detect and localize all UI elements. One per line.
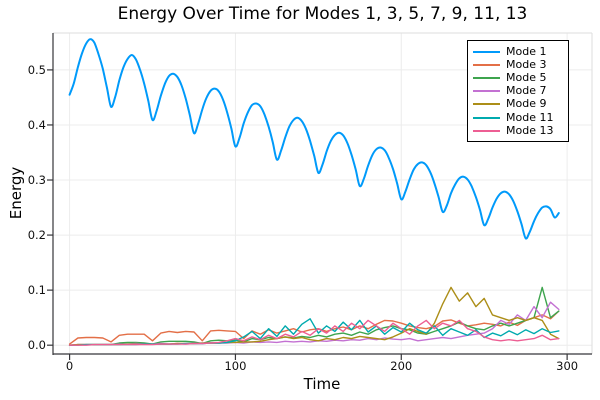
y-tick-label: 0.5: [27, 62, 46, 77]
y-tick-label: 0.0: [27, 338, 46, 353]
y-axis-label: Energy: [7, 166, 25, 220]
legend-swatch: [473, 50, 500, 53]
series-line-mode-3: [68, 310, 560, 345]
series-line-mode-13: [68, 319, 560, 346]
legend-item-mode-11: Mode 11: [473, 111, 564, 124]
x-tick-label: 100: [224, 359, 247, 373]
legend-item-mode-3: Mode 3: [473, 58, 564, 71]
y-tick-label: 0.1: [27, 283, 46, 298]
legend-swatch: [473, 129, 500, 132]
chart-title: Energy Over Time for Modes 1, 3, 5, 7, 9…: [117, 4, 528, 24]
legend-swatch: [473, 63, 500, 66]
x-axis-label: Time: [303, 375, 341, 393]
legend-item-mode-9: Mode 9: [473, 98, 564, 111]
y-tick-label: 0.3: [27, 173, 46, 187]
legend-label: Mode 3: [506, 57, 547, 71]
legend-label: Mode 11: [506, 110, 554, 124]
legend-swatch: [473, 90, 500, 93]
legend-swatch: [473, 103, 500, 106]
y-tick-label: 0.2: [27, 228, 46, 243]
legend-item-mode-5: Mode 5: [473, 71, 564, 84]
legend: Mode 1 Mode 3 Mode 5 Mode 7 Mode 9 Mode 11 Mod…: [467, 40, 569, 143]
x-tick-label: 0: [65, 359, 74, 373]
legend-item-mode-1: Mode 1: [473, 45, 564, 58]
legend-label: Mode 5: [506, 70, 547, 84]
legend-item-mode-7: Mode 7: [473, 85, 564, 98]
x-tick-label: 300: [556, 359, 579, 373]
legend-swatch: [473, 116, 500, 119]
x-tick-label: 200: [390, 359, 413, 373]
legend-label: Mode 7: [506, 84, 547, 98]
legend-swatch: [473, 76, 500, 79]
legend-item-mode-13: Mode 13: [473, 124, 564, 137]
series-line-mode-1: [68, 38, 560, 240]
legend-label: Mode 9: [506, 97, 547, 111]
y-tick-label: 0.4: [27, 117, 46, 132]
legend-label: Mode 13: [506, 123, 554, 137]
legend-label: Mode 1: [506, 44, 547, 58]
